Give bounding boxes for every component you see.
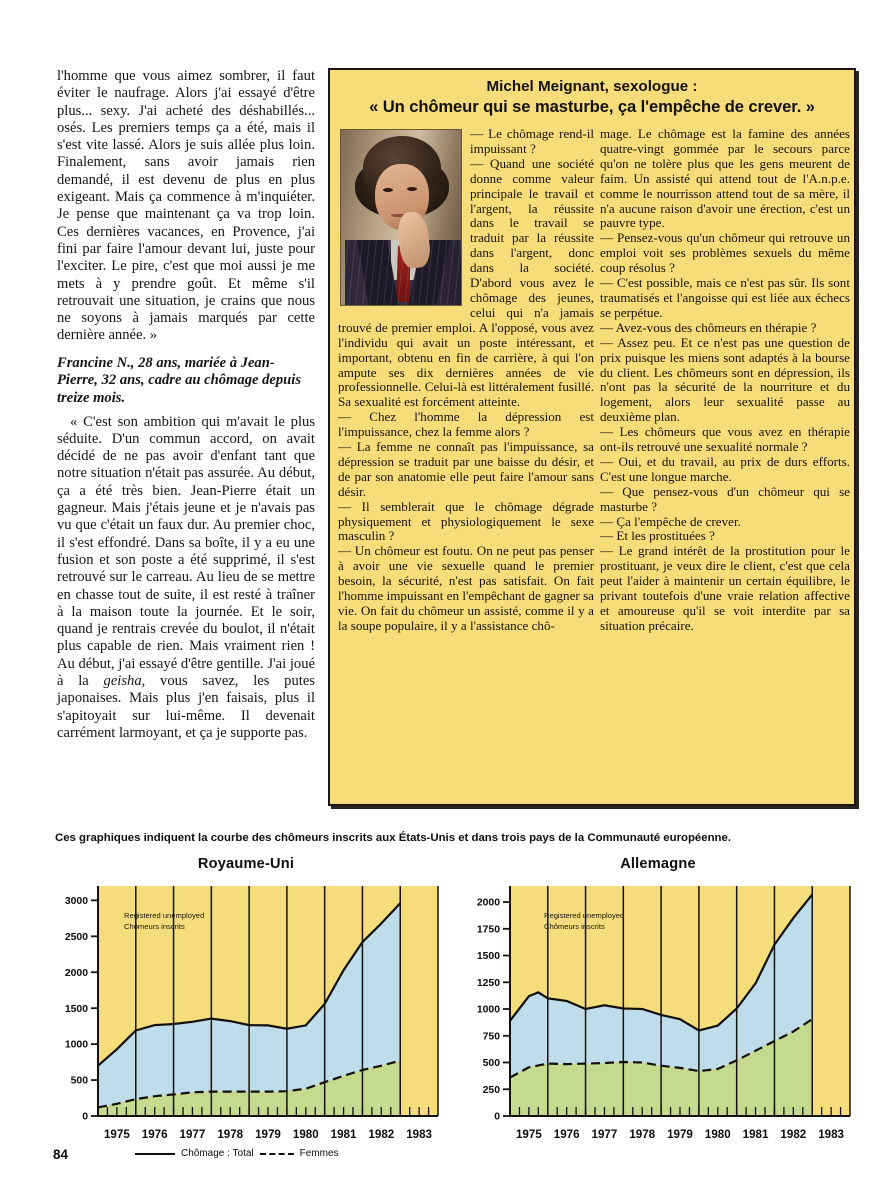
svg-text:1983: 1983 [406, 1128, 432, 1141]
testimony-column: l'homme que vous aimez sombrer, il faut … [57, 68, 315, 742]
interview-panel: Michel Meignant, sexologue : « Un chômeu… [328, 68, 856, 806]
svg-text:1000: 1000 [65, 1040, 88, 1051]
svg-text:3000: 3000 [65, 896, 88, 907]
portrait-photo [340, 129, 462, 306]
svg-text:2500: 2500 [65, 932, 88, 943]
svg-text:1977: 1977 [592, 1128, 618, 1141]
svg-text:2000: 2000 [477, 898, 500, 909]
svg-text:1978: 1978 [217, 1128, 243, 1141]
testimony-paragraph-1: l'homme que vous aimez sombrer, il faut … [57, 68, 315, 344]
interview-q4: — Pensez-vous qu'un chômeur qui retrouve… [600, 230, 850, 276]
chart-legend: Chômage : Total Femmes [135, 1148, 339, 1160]
testimony-paragraph-2: « C'est son ambition qui m'avait le plus… [57, 414, 315, 743]
svg-text:1976: 1976 [554, 1128, 580, 1141]
interview-q3: — Il semblerait que le chômage dégrade p… [338, 498, 594, 544]
svg-text:1978: 1978 [629, 1128, 655, 1141]
svg-text:1979: 1979 [255, 1128, 281, 1141]
svg-text:0: 0 [494, 1112, 500, 1123]
svg-text:1977: 1977 [180, 1128, 206, 1141]
chart-canvas-de: 0 250 500 750 1000 1250 1500 1750 2000 1975 1976 19… [477, 886, 851, 1141]
suit-stripes [341, 238, 461, 305]
interview-q5: — Avez-vous des chômeurs en thérapie ? [600, 319, 817, 335]
interview-q8: — Et les prostituées ? [600, 528, 715, 544]
interview-column-right: mage. Le chômage est la famine des année… [600, 126, 850, 634]
svg-text:750: 750 [483, 1031, 501, 1042]
chart-canvas-uk: 0 500 1000 1500 2000 2500 3000 1975 1976 1977 1978… [65, 886, 439, 1141]
svg-text:500: 500 [71, 1076, 89, 1087]
interview-q2: — Chez l'homme la dépression est l'impui… [338, 409, 594, 440]
testimony-byline: Francine N., 28 ans, mariée à Jean-Pierr… [57, 354, 302, 406]
chart-royaume-uni: Royaume-Uni 0 500 1000 1500 2000 2500 3000 1975… [46, 856, 446, 1160]
svg-text:0: 0 [82, 1112, 88, 1123]
legend-solid-swatch [135, 1153, 175, 1155]
svg-text:1975: 1975 [104, 1128, 130, 1141]
interview-headline-line1: Michel Meignant, sexologue : [486, 78, 698, 95]
svg-text:250: 250 [483, 1085, 501, 1096]
svg-text:1979: 1979 [667, 1128, 693, 1141]
interview-q6: — Les chômeurs que vous avez en thérapie… [600, 424, 850, 455]
charts-caption: Ces graphiques indiquent la courbe des c… [55, 832, 732, 844]
svg-text:1750: 1750 [477, 924, 500, 935]
page-number: 84 [53, 1147, 69, 1162]
legend-dashed-swatch [259, 1153, 294, 1155]
interview-a2: — La femme ne connaît pas l'impuissance,… [338, 439, 594, 499]
interview-a8: — Le grand intérêt de la prostitution po… [600, 543, 850, 633]
legend-total-label: Chômage : Total [181, 1148, 254, 1159]
svg-text:1980: 1980 [293, 1128, 319, 1141]
interview-a5: — Assez peu. Et ce n'est pas une questio… [600, 334, 850, 425]
interview-a3: — Un chômeur est foutu. On ne peut pas p… [338, 543, 594, 633]
interview-body: — Le chômage rend-il impuissant ? — Quan… [338, 126, 850, 798]
svg-text:1982: 1982 [368, 1128, 394, 1141]
interview-a6: — Oui, et du travail, au prix de durs ef… [600, 453, 850, 484]
interview-a7: — Ça l'empêche de crever. [600, 513, 741, 529]
svg-text:1250: 1250 [477, 978, 500, 989]
svg-text:1976: 1976 [142, 1128, 168, 1141]
interview-a3-cont: mage. Le chômage est la famine des année… [600, 126, 850, 231]
legend-femmes-label: Femmes [299, 1148, 339, 1159]
interview-column-left: — Le chômage rend-il impuissant ? — Quan… [338, 126, 594, 634]
interview-headline: Michel Meignant, sexologue : « Un chômeu… [330, 70, 854, 121]
testimony-paragraph-2b: vous savez, les putes japonaises. Mais p… [57, 672, 315, 741]
eye-right [407, 187, 417, 191]
svg-text:Chômeurs inscrits: Chômeurs inscrits [544, 922, 605, 931]
svg-text:Registered unemployed: Registered unemployed [544, 911, 624, 920]
chart-title-uk: Royaume-Uni [197, 856, 295, 872]
eye-left [383, 188, 393, 192]
svg-text:1980: 1980 [705, 1128, 731, 1141]
mouth [391, 214, 408, 217]
svg-text:1981: 1981 [743, 1128, 769, 1141]
geisha-italic: geisha, [103, 672, 146, 689]
svg-text:1000: 1000 [477, 1005, 500, 1016]
svg-text:1500: 1500 [65, 1004, 88, 1015]
svg-text:1500: 1500 [477, 951, 500, 962]
svg-text:500: 500 [483, 1058, 501, 1069]
chart-allemagne: Allemagne 0 250 500 750 1000 1250 1500 1750 2000… [458, 856, 858, 1160]
svg-text:1981: 1981 [331, 1128, 357, 1141]
interview-q7: — Que pensez-vous d'un chômeur qui se ma… [600, 483, 850, 514]
interview-q1: — Le chômage rend-il impuissant ? [470, 126, 594, 156]
testimony-paragraph-2a: « C'est son ambition qui m'avait le plus… [57, 413, 315, 689]
interview-headline-line2: « Un chômeur qui se masturbe, ça l'empêc… [369, 97, 815, 116]
svg-text:1975: 1975 [516, 1128, 542, 1141]
svg-text:1982: 1982 [780, 1128, 806, 1141]
interview-a4: — C'est possible, mais ce n'est pas sûr.… [600, 275, 850, 320]
svg-text:Registered unemployed: Registered unemployed [124, 911, 204, 920]
interview-a1: — Quand une société donne comme valeur p… [338, 155, 594, 410]
svg-text:2000: 2000 [65, 968, 88, 979]
svg-text:Chômeurs inscrits: Chômeurs inscrits [124, 922, 185, 931]
svg-text:1983: 1983 [818, 1128, 844, 1141]
chart-title-de: Allemagne [620, 856, 696, 872]
